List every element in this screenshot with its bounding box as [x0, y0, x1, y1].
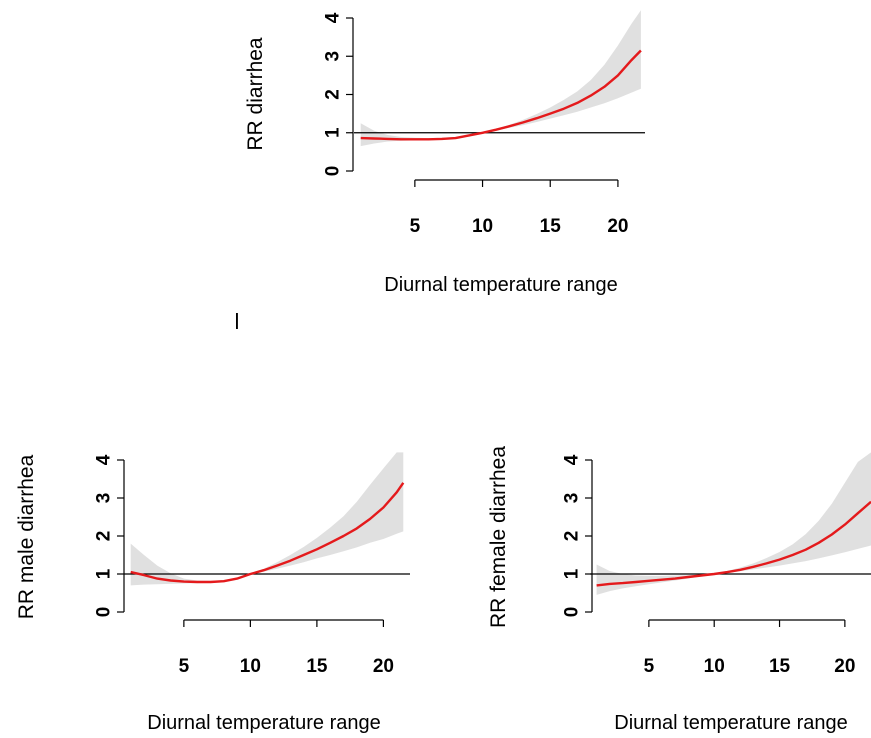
- panel-female-y-tick-label: 2: [562, 531, 583, 542]
- panel-female-x-tick-label: 20: [834, 656, 855, 677]
- panel-top-y-tick-label: 3: [323, 51, 344, 62]
- panel-top-x-axis: 5 10 15 20: [410, 179, 628, 237]
- panel-female-x-tick-label: 15: [769, 656, 791, 677]
- panel-top-y-tick-label: 4: [323, 12, 344, 23]
- panel-top-x-tick-label: 15: [540, 216, 562, 237]
- panel-female-x-tick-label: 5: [644, 656, 655, 677]
- panel-male-rr-curve: [130, 482, 405, 584]
- panel-male-y-tick-label: 4: [94, 454, 115, 465]
- panel-male-x-tick-label: 5: [179, 656, 190, 677]
- panel-top-x-tick-label: 10: [472, 216, 493, 237]
- panel-male-ci-band: [130, 452, 404, 586]
- panel-male-x-tick-label: 20: [373, 656, 394, 677]
- panel-male-x-tick-label: 10: [240, 656, 261, 677]
- panel-top-y-axis: 0 1 2 3 4: [323, 12, 354, 177]
- panel-female-y-tick-label: 0: [562, 607, 583, 618]
- panel-male-band: [130, 452, 404, 586]
- panel-female-band: [596, 452, 871, 595]
- panel-top: 0 1 2 3 4 5 10 15 20 RR diarrhea Diurnal temper…: [244, 10, 645, 296]
- panel-female-ylabel: RR female diarrhea: [487, 446, 510, 628]
- panel-male-y-tick-label: 0: [94, 607, 115, 618]
- panel-female-xlabel: Diurnal temperature range: [614, 712, 847, 734]
- panel-male-ylabel: RR male diarrhea: [15, 454, 38, 619]
- panel-female-ci-band: [596, 452, 871, 595]
- panel-top-ylabel: RR diarrhea: [244, 37, 267, 151]
- panel-top-y-tick-label: 0: [323, 166, 344, 177]
- panel-top-line: [360, 49, 642, 141]
- panel-male-y-tick-label: 1: [94, 568, 115, 579]
- panel-female-rr-curve: [596, 500, 871, 587]
- panel-male-line: [130, 482, 405, 584]
- panel-male: 0 1 2 3 4 5 10 15 20 RR male diarrhea Diurnal t…: [15, 452, 410, 734]
- panel-female-y-tick-label: 1: [562, 568, 583, 579]
- panel-top-band: [360, 10, 641, 147]
- panel-top-x-tick-label: 5: [410, 216, 421, 237]
- panel-female-line: [596, 500, 871, 587]
- panel-male-x-tick-label: 15: [306, 656, 328, 677]
- panel-female: 0 1 2 3 4 5 10 15 20 RR female diarrhea Diurnal…: [487, 446, 871, 734]
- panel-female-x-tick-label: 10: [704, 656, 725, 677]
- panel-female-y-axis: 0 1 2 3 4: [562, 454, 593, 618]
- panel-top-xlabel: Diurnal temperature range: [384, 274, 617, 296]
- panel-male-y-axis: 0 1 2 3 4: [94, 454, 125, 618]
- panel-mark: l: [235, 309, 240, 334]
- panel-top-x-tick-label: 20: [607, 216, 628, 237]
- panel-top-y-tick-label: 1: [323, 127, 344, 138]
- panel-top-ci-band: [360, 10, 641, 147]
- panel-female-y-tick-label: 3: [562, 493, 583, 504]
- panel-top-rr-curve: [360, 49, 642, 141]
- panel-male-y-tick-label: 2: [94, 531, 115, 542]
- panel-female-x-axis: 5 10 15 20: [644, 619, 855, 677]
- panel-top-y-tick-label: 2: [323, 89, 344, 100]
- panel-male-y-tick-label: 3: [94, 493, 115, 504]
- panel-male-xlabel: Diurnal temperature range: [147, 712, 380, 734]
- panel-male-x-axis: 5 10 15 20: [179, 619, 394, 677]
- panel-female-y-tick-label: 4: [562, 454, 583, 465]
